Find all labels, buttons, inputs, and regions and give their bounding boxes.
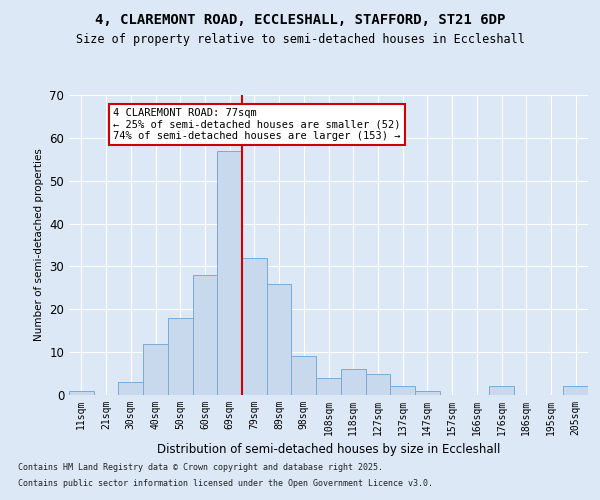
Bar xyxy=(316,378,341,395)
Bar xyxy=(168,318,193,395)
Bar xyxy=(118,382,143,395)
Text: 4 CLAREMONT ROAD: 77sqm
← 25% of semi-detached houses are smaller (52)
74% of se: 4 CLAREMONT ROAD: 77sqm ← 25% of semi-de… xyxy=(113,108,401,141)
Bar xyxy=(365,374,390,395)
Bar xyxy=(489,386,514,395)
Bar xyxy=(563,386,588,395)
Y-axis label: Number of semi-detached properties: Number of semi-detached properties xyxy=(34,148,44,342)
Text: Size of property relative to semi-detached houses in Eccleshall: Size of property relative to semi-detach… xyxy=(76,32,524,46)
Bar xyxy=(292,356,316,395)
Bar xyxy=(143,344,168,395)
Bar xyxy=(267,284,292,395)
Bar xyxy=(390,386,415,395)
Text: 4, CLAREMONT ROAD, ECCLESHALL, STAFFORD, ST21 6DP: 4, CLAREMONT ROAD, ECCLESHALL, STAFFORD,… xyxy=(95,12,505,26)
Bar xyxy=(242,258,267,395)
Bar xyxy=(69,390,94,395)
Bar xyxy=(193,275,217,395)
Text: Contains HM Land Registry data © Crown copyright and database right 2025.: Contains HM Land Registry data © Crown c… xyxy=(18,464,383,472)
Bar xyxy=(415,390,440,395)
X-axis label: Distribution of semi-detached houses by size in Eccleshall: Distribution of semi-detached houses by … xyxy=(157,444,500,456)
Bar xyxy=(217,150,242,395)
Bar xyxy=(341,370,365,395)
Text: Contains public sector information licensed under the Open Government Licence v3: Contains public sector information licen… xyxy=(18,478,433,488)
